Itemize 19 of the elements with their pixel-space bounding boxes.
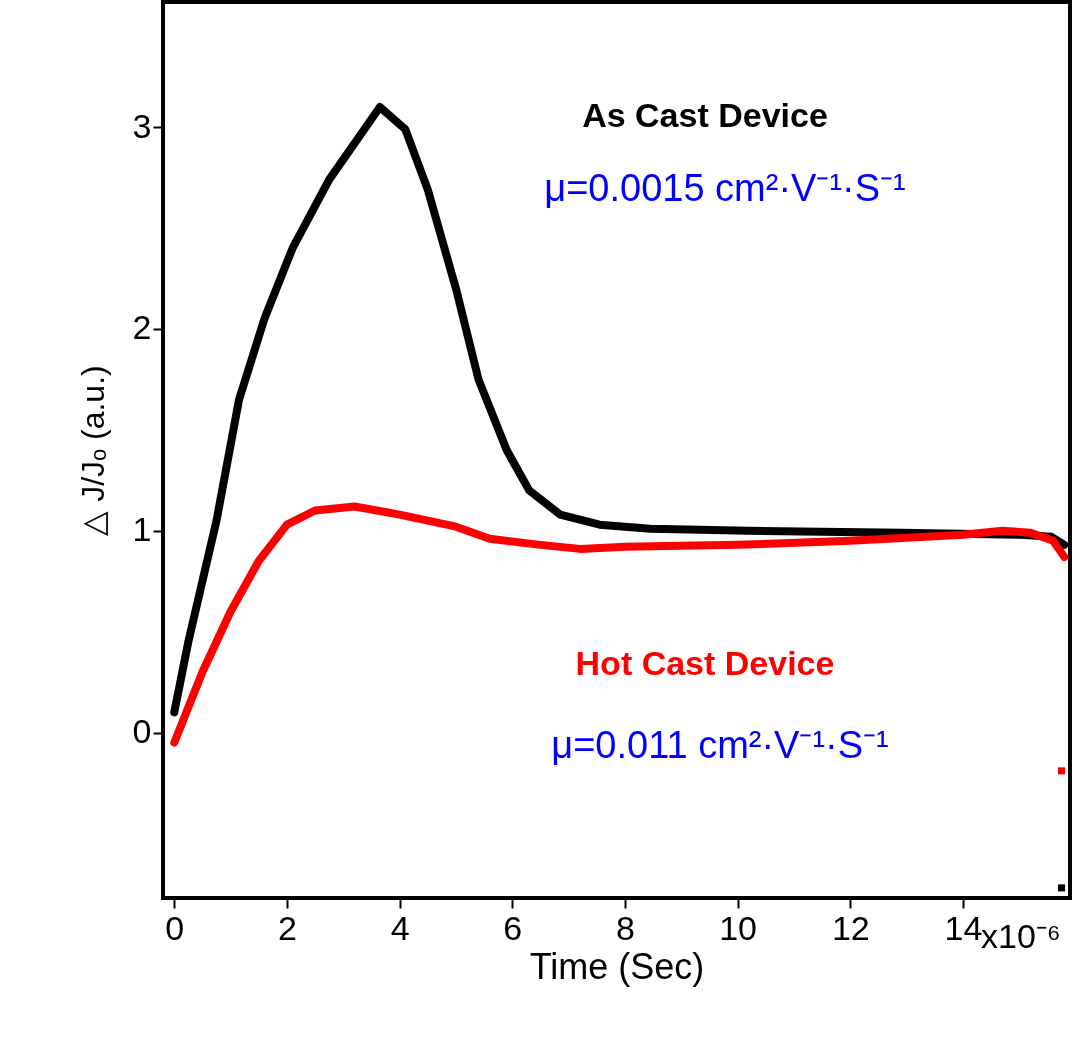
x-axis-title: Time (Sec) xyxy=(529,945,705,987)
x-tick-label: 10 xyxy=(719,908,758,947)
x-tick-label: 6 xyxy=(503,908,523,947)
y-tick-label: 0 xyxy=(132,712,152,751)
x-tick-label: 14 xyxy=(944,908,983,947)
annotation: μ=0.011 cm²·V⁻¹·S⁻¹ xyxy=(551,724,889,766)
x-tick-label: 2 xyxy=(277,908,297,947)
x-tick-label: 8 xyxy=(615,908,635,947)
x-tick-label: 0 xyxy=(165,908,185,947)
y-tick-label: 3 xyxy=(132,106,152,145)
y-axis-title: △ J/Jₒ (a.u.) xyxy=(74,365,111,536)
x-tick-label: 4 xyxy=(390,908,410,947)
text: As Cast Device xyxy=(582,96,828,134)
text: Hot Cast Device xyxy=(575,644,835,682)
text: x10⁻⁶ xyxy=(981,917,1061,955)
y-tick-label: 2 xyxy=(132,308,152,347)
y-tick-label: 1 xyxy=(132,510,152,549)
annotation: μ=0.0015 cm²·V⁻¹·S⁻¹ xyxy=(544,167,906,209)
x-tick-label: 12 xyxy=(831,908,870,947)
